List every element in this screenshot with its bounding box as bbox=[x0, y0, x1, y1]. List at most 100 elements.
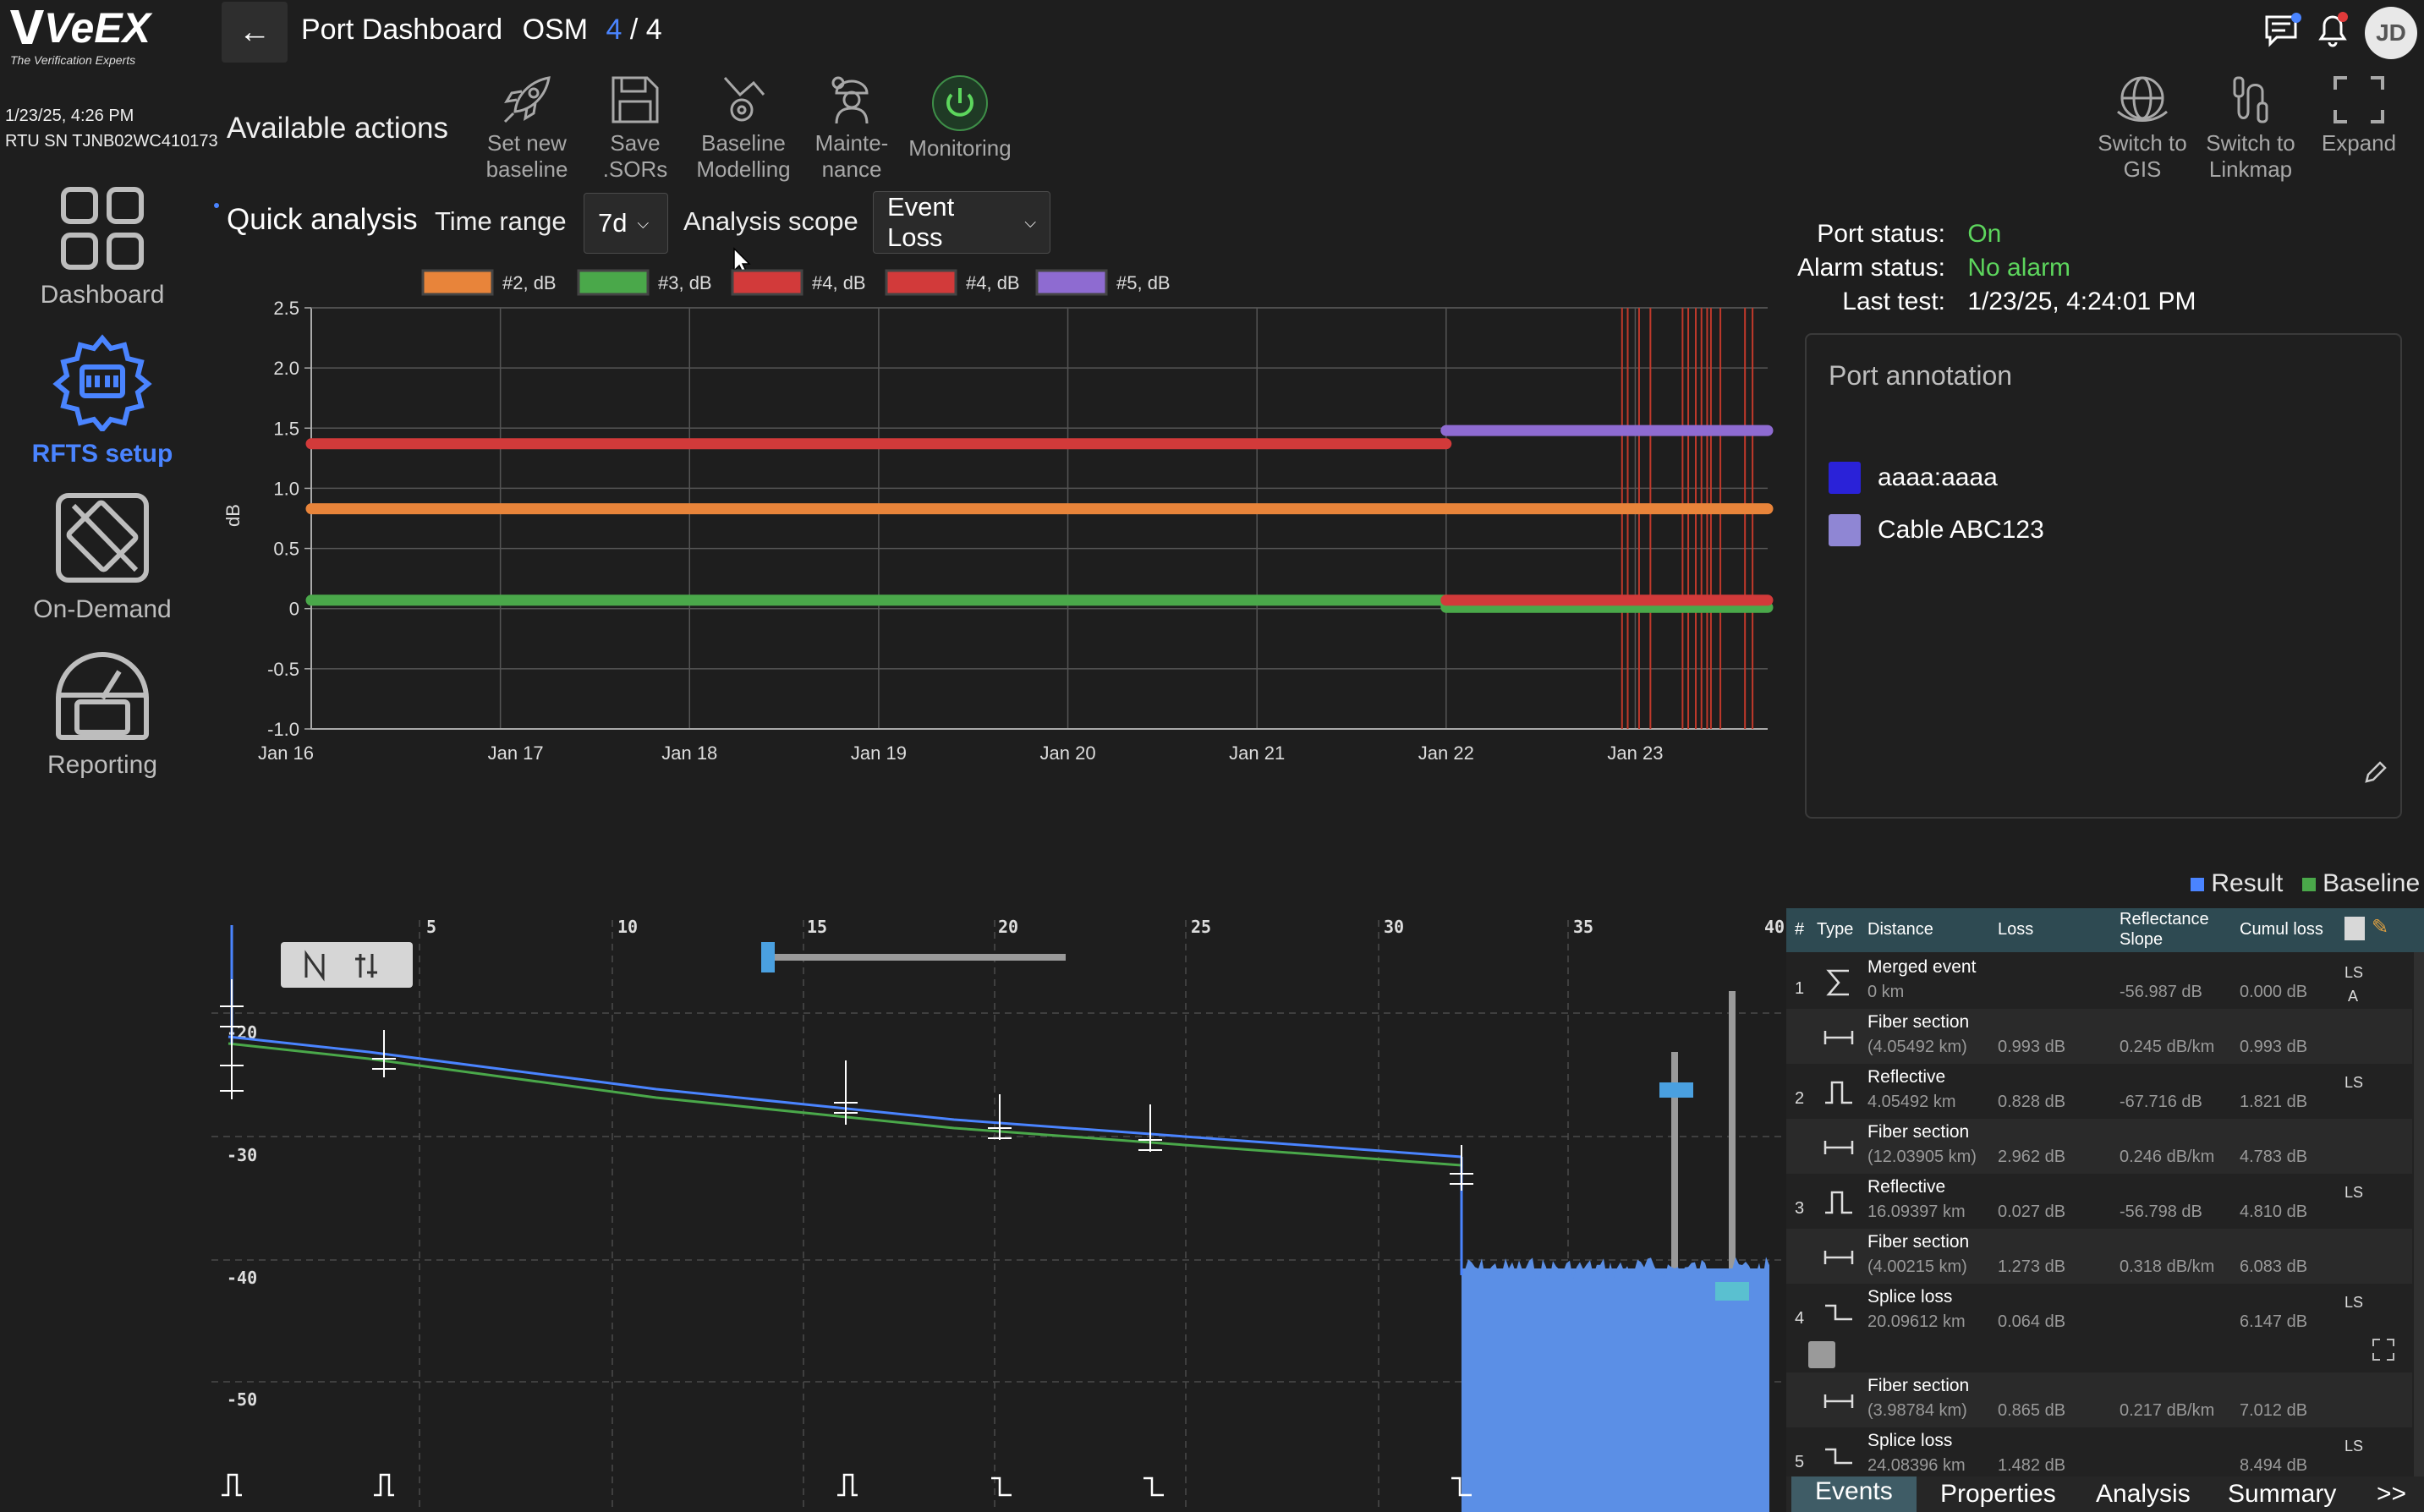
maintenance-button[interactable]: Mainte- nance bbox=[797, 74, 907, 183]
event-reflectance: -67.716 dB bbox=[2120, 1093, 2202, 1111]
linkmap-icon bbox=[2233, 76, 2268, 123]
logo-text: VeEX bbox=[44, 4, 153, 52]
port-annotation-panel: Port annotation aaaa:aaaa Cable ABC123 bbox=[1805, 333, 2402, 819]
sidebar-label-rfts-setup: RFTS setup bbox=[31, 440, 173, 468]
event-cumul: 6.147 dB bbox=[2240, 1312, 2308, 1331]
reflective-icon bbox=[1825, 1191, 1852, 1214]
expand-button[interactable]: Expand bbox=[2304, 74, 2414, 156]
marker-n-icon[interactable] bbox=[304, 950, 325, 982]
on-demand-icon bbox=[56, 493, 149, 583]
event-row[interactable]: 4 Splice loss 20.09612 km 0.064 dB 6.147 dB L… bbox=[1786, 1284, 2412, 1339]
module-name: OSM bbox=[522, 14, 589, 46]
event-name: Fiber section bbox=[1867, 1232, 1970, 1252]
edit-icon[interactable]: ✎ bbox=[2372, 916, 2389, 939]
x-tick-label: Jan 19 bbox=[851, 742, 907, 764]
vertical-slider-handle[interactable] bbox=[1659, 1082, 1693, 1098]
otdr-x-tick: 5 bbox=[426, 917, 436, 937]
avatar[interactable]: JD bbox=[2365, 7, 2417, 59]
alarm-status-row: Alarm status: No alarm bbox=[1692, 254, 2070, 282]
sidebar-item-reporting[interactable]: Reporting bbox=[8, 644, 196, 780]
event-cumul: 1.821 dB bbox=[2240, 1093, 2308, 1111]
set-new-baseline-button[interactable]: Set new baseline bbox=[472, 74, 582, 183]
table-scrollbar[interactable] bbox=[2414, 952, 2424, 1476]
event-reflectance: 0.246 dB/km bbox=[2120, 1148, 2215, 1166]
event-row[interactable]: Fiber section (4.05492 km) 0.993 dB 0.245 d… bbox=[1786, 1009, 2412, 1064]
event-flag: LS bbox=[2344, 1438, 2364, 1454]
col-cumul-loss: Cumul loss bbox=[2240, 920, 2323, 939]
event-distance: (3.98784 km) bbox=[1867, 1401, 1967, 1420]
bell-icon[interactable] bbox=[2314, 10, 2351, 53]
range-slider-handle[interactable] bbox=[761, 942, 775, 972]
tab-properties[interactable]: Properties bbox=[1940, 1480, 2056, 1508]
tab-summary[interactable]: Summary bbox=[2228, 1480, 2337, 1508]
otdr-x-tick: 25 bbox=[1191, 917, 1211, 937]
otdr-x-tick: 30 bbox=[1384, 917, 1404, 937]
otdr-x-tick: 15 bbox=[807, 917, 827, 937]
event-row[interactable]: Fiber section (3.98784 km) 0.865 dB 0.217 d… bbox=[1786, 1372, 2412, 1427]
switch-to-gis-button[interactable]: Switch to GIS bbox=[2087, 74, 2197, 183]
event-row[interactable]: 3 Reflective 16.09397 km 0.027 dB -56.798 dB… bbox=[1786, 1174, 2412, 1229]
baseline-trace bbox=[228, 1042, 1462, 1167]
otdr-x-ticks: 5 10 15 20 25 30 35 40 bbox=[426, 917, 1785, 937]
rocket-icon bbox=[503, 76, 551, 123]
switch-to-linkmap-button[interactable]: Switch to Linkmap bbox=[2196, 74, 2306, 183]
sidebar-label-on-demand: On-Demand bbox=[33, 595, 172, 623]
y-tick-label: 1.0 bbox=[273, 478, 299, 499]
range-slider-track[interactable] bbox=[773, 954, 1066, 961]
time-range-dropdown[interactable]: 7d ⌵ bbox=[584, 193, 668, 254]
sidebar-item-dashboard[interactable]: Dashboard bbox=[8, 184, 196, 310]
save-icon bbox=[611, 76, 659, 123]
expand-table-icon[interactable] bbox=[2372, 1338, 2395, 1366]
event-row[interactable]: 2 Reflective 4.05492 km 0.828 dB -67.716 dB 1… bbox=[1786, 1064, 2412, 1119]
chevron-down-icon: ⌵ bbox=[1024, 213, 1036, 231]
power-icon bbox=[932, 75, 988, 131]
annotation-item[interactable]: aaaa:aaaa bbox=[1829, 462, 1998, 494]
annotation-item[interactable]: Cable ABC123 bbox=[1829, 514, 2044, 546]
tab-more[interactable]: >> bbox=[2377, 1480, 2407, 1508]
lock-icon[interactable] bbox=[2344, 917, 2365, 940]
back-button[interactable]: ← bbox=[222, 2, 288, 63]
alarm-status-label: Alarm status: bbox=[1796, 254, 1945, 282]
trace-legend: Result Baseline bbox=[2191, 869, 2420, 898]
event-row[interactable]: Fiber section (12.03905 km) 2.962 dB 0.246 … bbox=[1786, 1119, 2412, 1174]
vertical-slider-track-2[interactable] bbox=[1729, 991, 1736, 1346]
legend-swatch bbox=[885, 269, 957, 296]
event-markers[interactable] bbox=[220, 979, 1473, 1191]
edit-pencil-icon[interactable] bbox=[2363, 759, 2388, 789]
event-flag: LS bbox=[2344, 1184, 2364, 1201]
sidebar-item-rfts-setup[interactable]: RFTS setup bbox=[8, 333, 196, 468]
analysis-scope-dropdown[interactable]: Event Loss ⌵ bbox=[873, 191, 1050, 254]
legend-swatch bbox=[577, 269, 650, 296]
event-name: Splice loss bbox=[1867, 1287, 1953, 1307]
sidebar-label-dashboard: Dashboard bbox=[40, 281, 165, 309]
marker-cursor-icon[interactable] bbox=[355, 954, 377, 978]
color-toggle-square[interactable] bbox=[1808, 1341, 1835, 1368]
trace-tool-widget[interactable] bbox=[281, 942, 413, 988]
y-tick-label: 0.5 bbox=[273, 539, 299, 560]
otdr-trace-chart[interactable]: 5 10 15 20 25 30 35 40 -20 -30 -40 -50 bbox=[211, 903, 1786, 1512]
monitoring-button[interactable]: Monitoring bbox=[905, 74, 1015, 162]
event-loss: 1.482 dB bbox=[1998, 1456, 2066, 1475]
save-sors-button[interactable]: Save .SORs bbox=[580, 74, 690, 183]
device-info: 1/23/25, 4:26 PM RTU SN TJNB02WC410173 bbox=[5, 103, 218, 154]
event-flag2: A bbox=[2348, 988, 2359, 1005]
baseline-modelling-button[interactable]: Baseline Modelling bbox=[688, 74, 798, 183]
sidebar-item-on-demand[interactable]: On-Demand bbox=[8, 489, 196, 624]
event-row[interactable]: Fiber section (4.00215 km) 1.273 dB 0.318 d… bbox=[1786, 1229, 2412, 1284]
otdr-x-tick: 35 bbox=[1573, 917, 1593, 937]
tab-analysis[interactable]: Analysis bbox=[2096, 1480, 2191, 1508]
legend-item: #4, dB bbox=[885, 269, 1020, 296]
chat-icon[interactable] bbox=[2263, 12, 2302, 53]
event-cumul: 7.012 dB bbox=[2240, 1401, 2308, 1420]
grid-icon bbox=[61, 187, 144, 270]
legend-label: #4, dB bbox=[812, 272, 866, 293]
event-name: Reflective bbox=[1867, 1177, 1946, 1197]
y-tick-label: -1.0 bbox=[267, 719, 299, 740]
event-row[interactable]: 1 Merged event 0 km -56.987 dB 0.000 dB LS A bbox=[1786, 954, 2412, 1009]
event-row[interactable]: 5 Splice loss 24.08396 km 1.482 dB 8.494 dB L… bbox=[1786, 1427, 2412, 1482]
vertical-slider-track[interactable] bbox=[1671, 1052, 1678, 1275]
legend-swatch bbox=[421, 269, 494, 296]
tab-events[interactable]: Events bbox=[1791, 1476, 1917, 1512]
event-flag: LS bbox=[2344, 1074, 2364, 1091]
x-tick-label: Jan 22 bbox=[1418, 742, 1474, 764]
